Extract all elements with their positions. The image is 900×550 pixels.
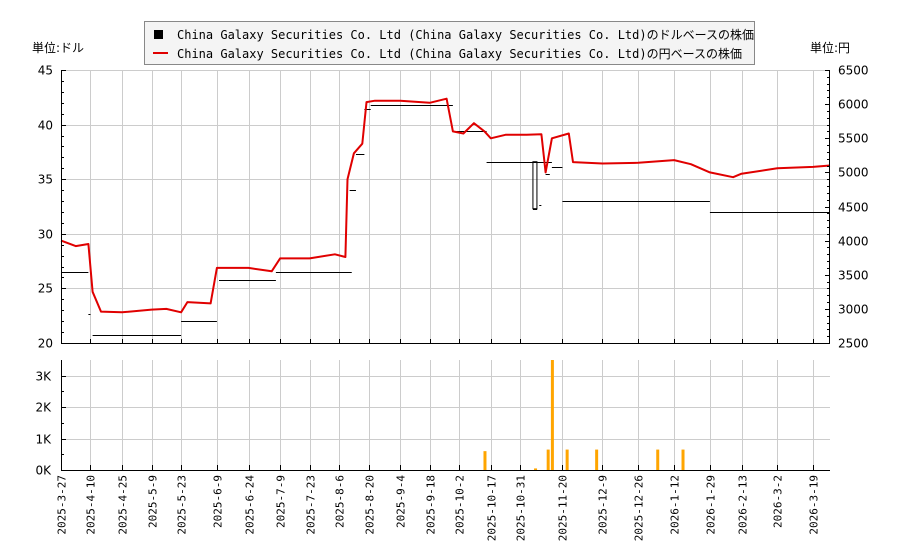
volume-tick-label: 0K [35, 464, 52, 478]
volume-tick-label: 1K [35, 433, 52, 447]
left-axis-unit-label: 単位:ドル [32, 41, 85, 55]
left-tick-label: 45 [38, 64, 53, 78]
x-tick-label: 2025-9-18 [425, 475, 438, 535]
legend-item-usd: China Galaxy Securities Co. Ltd (China G… [153, 25, 754, 43]
x-tick-label: 2025-11-20 [557, 475, 570, 541]
volume-bar [534, 468, 538, 470]
right-axis-unit-label: 単位:円 [810, 41, 851, 55]
x-axis-ticks [61, 339, 814, 470]
right-tick-label: 5500 [838, 132, 869, 146]
right-axis-labels: 2500 3000 3500 4000 4500 5000 5500 6000 6500 [838, 64, 869, 351]
x-tick-label: 2025-7-9 [275, 475, 288, 528]
right-tick-label: 3500 [838, 269, 869, 283]
volume-bar [483, 451, 487, 470]
legend-jpy-label: China Galaxy Securities Co. Ltd (China G… [177, 46, 743, 61]
x-tick-label: 2025-12-26 [633, 475, 646, 541]
x-tick-label: 2025-10-2 [454, 475, 467, 535]
volume-chart-axes [61, 360, 830, 471]
x-tick-label: 2025-9-4 [395, 475, 408, 528]
right-tick-label: 4500 [838, 201, 869, 215]
x-tick-label: 2025-5-9 [147, 475, 160, 528]
volume-axis-labels: 0K 1K 2K 3K [35, 370, 52, 478]
legend-item-jpy: China Galaxy Securities Co. Ltd (China G… [153, 44, 742, 62]
jpy-price-line [60, 97, 831, 314]
right-tick-label: 6000 [838, 98, 869, 112]
left-tick-label: 20 [38, 337, 53, 351]
left-tick-label: 25 [38, 282, 53, 296]
x-tick-label: 2025-6-9 [212, 475, 225, 528]
x-tick-label: 2026-2-13 [737, 475, 750, 535]
usd-price-series [61, 105, 830, 336]
x-tick-label: 2025-4-25 [117, 475, 130, 535]
volume-bar [546, 449, 550, 470]
black-square-icon [154, 29, 163, 39]
volume-axis-ticks [61, 376, 66, 471]
right-axis-ticks [825, 70, 830, 344]
volume-tick-label: 3K [35, 370, 52, 384]
volume-bar [565, 449, 569, 470]
x-tick-label: 2025-6-24 [244, 475, 257, 535]
left-tick-label: 40 [38, 119, 53, 133]
right-tick-label: 2500 [838, 337, 869, 351]
left-axis-labels: 20 25 30 35 40 45 [38, 64, 53, 351]
left-axis-ticks [61, 70, 66, 344]
volume-bar [656, 449, 660, 470]
x-tick-label: 2025-8-20 [364, 475, 377, 535]
volume-chart-gridlines [61, 360, 830, 470]
x-axis-date-labels: 2025-3-27 2025-4-10 2025-4-25 2025-5-9 2025-… [56, 475, 821, 542]
x-tick-label: 2025-4-10 [85, 475, 98, 535]
x-tick-label: 2025-3-27 [56, 475, 69, 535]
x-tick-label: 2025-12-9 [597, 475, 610, 535]
x-tick-label: 2026-1-12 [669, 475, 682, 535]
x-tick-label: 2025-10-17 [486, 475, 499, 541]
chart-legend: China Galaxy Securities Co. Ltd (China G… [144, 21, 755, 65]
x-tick-label: 2026-3-2 [772, 475, 785, 528]
volume-bar [681, 449, 685, 470]
legend-usd-label: China Galaxy Securities Co. Ltd (China G… [177, 27, 755, 42]
left-tick-label: 30 [38, 228, 53, 242]
x-tick-label: 2025-5-23 [176, 475, 189, 535]
x-tick-label: 2026-1-29 [705, 475, 718, 535]
red-line-icon [153, 52, 168, 54]
right-tick-label: 3000 [838, 303, 869, 317]
volume-bar [595, 449, 599, 470]
main-chart-gridlines [61, 70, 830, 343]
right-tick-label: 6500 [838, 64, 869, 78]
volume-tick-label: 2K [35, 401, 52, 415]
volume-bar [550, 360, 554, 470]
right-tick-label: 4000 [838, 235, 869, 249]
left-tick-label: 35 [38, 173, 53, 187]
x-tick-label: 2025-10-31 [515, 475, 528, 541]
main-chart-axes [61, 70, 830, 344]
volume-bars [483, 360, 685, 470]
x-tick-label: 2025-8-6 [334, 475, 347, 528]
right-tick-label: 5000 [838, 166, 869, 180]
x-tick-label: 2025-7-23 [305, 475, 318, 535]
x-tick-label: 2026-3-19 [808, 475, 821, 535]
